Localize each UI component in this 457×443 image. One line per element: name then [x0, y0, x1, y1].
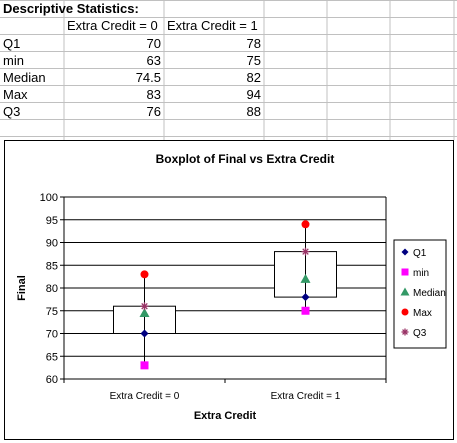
x-tick-label-1: Extra Credit = 1 [271, 391, 341, 402]
y-tick-label-70: 70 [46, 329, 58, 341]
point-q1-1 [301, 293, 310, 302]
point-max-1 [301, 220, 310, 229]
y-tick-label-60: 60 [46, 374, 58, 386]
legend-marker-min [401, 268, 409, 276]
y-tick-label-100: 100 [40, 192, 58, 204]
point-min-1 [301, 306, 310, 315]
point-q1-0 [140, 329, 149, 338]
sheet-title: Descriptive Statistics: [3, 1, 139, 16]
cell-max-ec0: 83 [146, 87, 161, 102]
row-label-min: min [3, 53, 24, 68]
y-tick-label-65: 65 [46, 351, 58, 363]
legend-label-median: Median [413, 288, 446, 299]
point-min-0 [140, 361, 149, 370]
col-header-ec1: Extra Credit = 1 [167, 18, 258, 33]
row-label-q1: Q1 [3, 36, 21, 51]
legend-marker-q3 [401, 328, 409, 336]
col-header-ec0: Extra Credit = 0 [67, 18, 158, 33]
point-q3-1 [301, 247, 310, 256]
y-tick-label-90: 90 [46, 238, 58, 250]
cell-max-ec1: 94 [246, 87, 261, 102]
row-label-max: Max [3, 87, 28, 102]
point-median-0 [139, 308, 150, 318]
cell-median-ec1: 82 [246, 70, 261, 85]
legend-label-max: Max [413, 308, 432, 319]
legend-label-q1: Q1 [413, 248, 427, 259]
row-label-q3: Q3 [3, 104, 21, 119]
boxplot-chart: Boxplot of Final vs Extra Credit 60 65 70 75… [16, 152, 447, 422]
legend-label-q3: Q3 [413, 328, 427, 339]
legend-marker-q1 [401, 248, 409, 256]
cell-q3-ec0: 76 [146, 104, 161, 119]
point-q3-0 [140, 302, 149, 311]
legend: Q1 min Median Max Q3 [393, 239, 447, 349]
y-axis-label: Final [16, 275, 28, 301]
y-tick-label-80: 80 [46, 283, 58, 295]
cell-q3-ec1: 88 [246, 104, 261, 119]
point-median-1 [300, 273, 311, 283]
cell-q1-ec0: 70 [146, 36, 161, 51]
chart-title: Boxplot of Final vs Extra Credit [156, 152, 335, 166]
legend-marker-max [401, 308, 409, 316]
chart-area[interactable]: Boxplot of Final vs Extra Credit 60 65 70 75… [4, 140, 454, 440]
legend-label-min: min [413, 268, 429, 279]
cell-q1-ec1: 78 [246, 36, 261, 51]
y-tick-label-75: 75 [46, 306, 58, 318]
y-tick-label-85: 85 [46, 260, 58, 272]
x-tick-label-0: Extra Credit = 0 [110, 391, 180, 402]
point-max-0 [140, 270, 149, 279]
cell-min-ec0: 63 [146, 53, 161, 68]
cell-min-ec1: 75 [246, 53, 261, 68]
row-label-median: Median [3, 70, 46, 85]
x-axis-label: Extra Credit [194, 410, 257, 422]
cell-median-ec0: 74.5 [135, 70, 161, 85]
legend-marker-median [400, 287, 410, 296]
y-tick-label-95: 95 [46, 215, 58, 227]
